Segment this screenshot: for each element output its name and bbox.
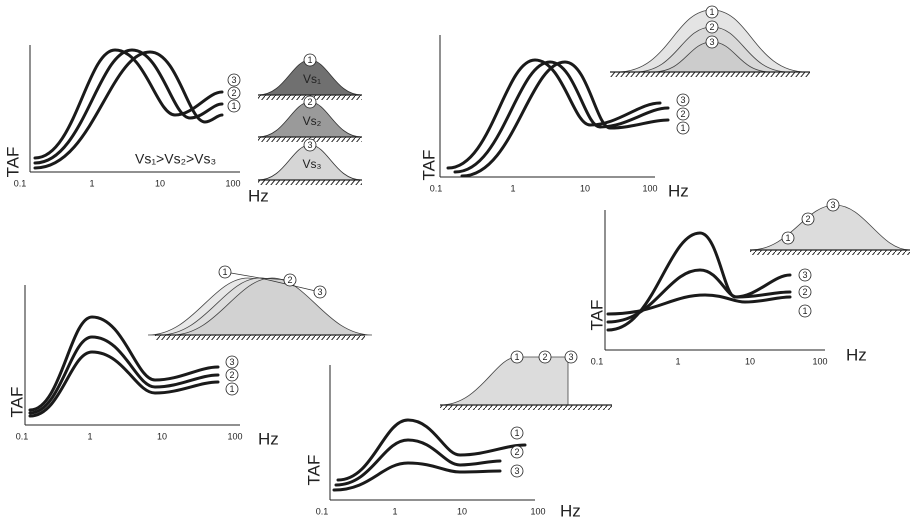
x-tick-label: 1 (510, 183, 515, 193)
curve-label: 2 (514, 447, 519, 457)
curve-label: 1 (514, 352, 519, 362)
curve-label: 2 (709, 22, 714, 32)
curve-label: 3 (568, 352, 573, 362)
ground-hatch (440, 405, 612, 410)
y-axis-label: TAF (3, 147, 22, 178)
x-tick-label: 10 (745, 356, 755, 366)
hill-text: Vs₃ (303, 157, 322, 171)
x-tick-label: 100 (225, 178, 240, 188)
y-axis-label: TAF (587, 300, 606, 331)
curve-label: 1 (307, 55, 312, 65)
x-tick-label: 10 (580, 183, 590, 193)
curve-label: 2 (287, 275, 292, 285)
curve-label: 2 (229, 370, 234, 380)
ground-hatch (258, 180, 362, 185)
curve-label: 2 (805, 214, 810, 224)
x-tick-label: 0.1 (16, 431, 29, 441)
curve-label: 3 (307, 140, 312, 150)
curve-label: 1 (680, 123, 685, 133)
curve-label: 3 (709, 37, 714, 47)
hill (750, 205, 910, 250)
curve-label: 2 (802, 287, 807, 297)
curve-label: 1 (229, 384, 234, 394)
y-axis-label: TAF (419, 150, 438, 181)
curve-label: 3 (514, 466, 519, 476)
ground-hatch (610, 72, 810, 77)
curve-label: 1 (785, 233, 790, 243)
ground-hatch (155, 335, 365, 340)
curve-label: 1 (222, 267, 227, 277)
figure: 0.1110100HzTAF3210.1110100HzTAF3210.1110… (0, 0, 913, 521)
x-axis-label: Hz (668, 181, 689, 200)
taf-curve (30, 352, 218, 416)
x-axis-label: Hz (258, 429, 279, 448)
x-tick-label: 0.1 (14, 178, 27, 188)
hill (440, 357, 568, 405)
curve-label: 2 (231, 88, 236, 98)
curve-label: 3 (229, 357, 234, 367)
x-tick-label: 1 (89, 178, 94, 188)
y-axis-label: TAF (7, 387, 26, 418)
x-tick-label: 10 (157, 431, 167, 441)
curve-label: 3 (680, 95, 685, 105)
curve-label: 3 (802, 270, 807, 280)
curve-label: 1 (802, 306, 807, 316)
x-axis-label: Hz (248, 186, 269, 205)
taf-curve (608, 295, 790, 314)
x-tick-label: 0.1 (591, 356, 604, 366)
curve-label: 1 (231, 101, 236, 111)
x-axis-label: Hz (846, 345, 867, 364)
x-tick-label: 100 (812, 356, 827, 366)
relation-text: Vs₁>Vs₂>Vs₃ (135, 151, 216, 167)
x-tick-label: 1 (87, 431, 92, 441)
x-tick-label: 0.1 (316, 506, 329, 516)
y-axis-label: TAF (304, 455, 323, 486)
curve-label: 1 (709, 7, 714, 17)
curve-label: 3 (830, 200, 835, 210)
curve-label: 1 (514, 428, 519, 438)
curve-label: 3 (317, 287, 322, 297)
taf-curve (35, 50, 222, 158)
taf-curve (455, 62, 668, 172)
x-tick-label: 10 (457, 506, 467, 516)
x-axis-label: Hz (560, 501, 581, 520)
curve-label: 2 (307, 97, 312, 107)
x-tick-label: 1 (392, 506, 397, 516)
curve-label: 2 (680, 109, 685, 119)
x-tick-label: 100 (227, 431, 242, 441)
ground-hatch (750, 250, 910, 255)
x-tick-label: 100 (642, 183, 657, 193)
curve-label: 3 (231, 75, 236, 85)
hill-text: Vs₁ (303, 72, 321, 86)
curve-label: 2 (542, 352, 547, 362)
x-tick-label: 100 (530, 506, 545, 516)
x-tick-label: 10 (155, 178, 165, 188)
x-tick-label: 0.1 (430, 183, 443, 193)
hill-text: Vs₂ (303, 114, 322, 128)
x-tick-label: 1 (675, 356, 680, 366)
